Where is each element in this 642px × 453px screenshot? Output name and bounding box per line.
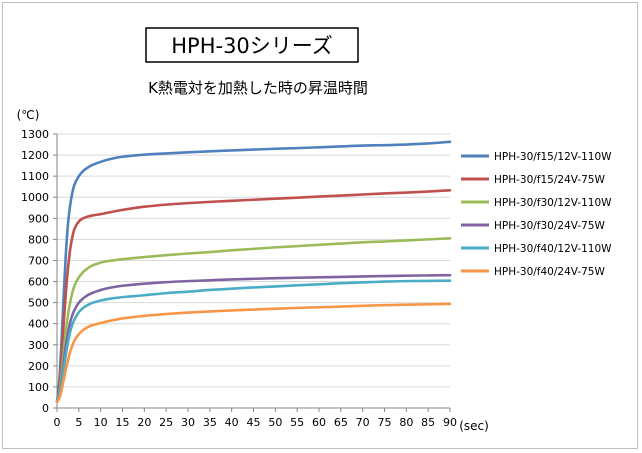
x-tick-label: 85 [421, 416, 435, 429]
chart-subtitle: K熱電対を加熱した時の昇温時間 [148, 79, 368, 97]
x-tick-label: 5 [75, 416, 82, 429]
y-tick-label: 1100 [21, 170, 49, 183]
x-tick-label: 60 [312, 416, 326, 429]
chart-title-box: HPH-30シリーズ [145, 27, 359, 63]
x-tick-label: 50 [268, 416, 282, 429]
y-tick-label: 0 [42, 402, 49, 415]
x-tick-label: 15 [116, 416, 130, 429]
series-line-1 [55, 140, 452, 403]
x-tick-label: 35 [203, 416, 217, 429]
x-tick-label: 10 [94, 416, 108, 429]
legend-label-1: HPH-30/f15/12V-110W [494, 151, 612, 163]
x-tick-label: 70 [356, 416, 370, 429]
x-tick-label: 40 [225, 416, 239, 429]
series-layer [55, 140, 452, 403]
chart-title: HPH-30シリーズ [171, 34, 333, 58]
series-line-4 [55, 273, 452, 403]
legend: HPH-30/f15/12V-110W HPH-30/f15/24V-75W HPH… [461, 151, 612, 278]
axis-layer: 0100200300400500600700800900100011001200… [21, 128, 457, 429]
legend-label-5: HPH-30/f40/12V-110W [494, 243, 612, 255]
x-tick-label: 0 [54, 416, 61, 429]
y-tick-label: 1200 [21, 149, 49, 162]
series-line-5 [55, 279, 452, 403]
x-tick-label: 55 [290, 416, 304, 429]
x-tick-label: 75 [378, 416, 392, 429]
y-tick-label: 100 [28, 381, 49, 394]
y-tick-label: 1300 [21, 128, 49, 141]
legend-label-4: HPH-30/f30/24V-75W [494, 220, 605, 232]
legend-label-3: HPH-30/f30/12V-110W [494, 197, 612, 209]
x-tick-label: 65 [334, 416, 348, 429]
y-tick-label: 1000 [21, 191, 49, 204]
y-axis-unit-label: (℃) [17, 108, 40, 122]
y-tick-label: 300 [28, 339, 49, 352]
x-tick-label: 80 [399, 416, 413, 429]
x-tick-label: 30 [181, 416, 195, 429]
y-tick-label: 800 [28, 233, 49, 246]
x-tick-label: 45 [247, 416, 261, 429]
x-tick-label: 90 [443, 416, 457, 429]
chart-frame [2, 2, 638, 449]
y-tick-label: 200 [28, 360, 49, 373]
grid-layer [57, 133, 450, 388]
y-tick-label: 700 [28, 254, 49, 267]
series-line-3 [55, 237, 452, 403]
y-tick-label: 600 [28, 276, 49, 289]
series-line-6 [55, 302, 452, 403]
y-tick-label: 900 [28, 212, 49, 225]
y-tick-label: 400 [28, 318, 49, 331]
legend-label-6: HPH-30/f40/24V-75W [494, 266, 605, 278]
y-tick-label: 500 [28, 297, 49, 310]
x-axis-unit-label: (sec) [459, 419, 489, 433]
x-tick-label: 20 [137, 416, 151, 429]
x-tick-label: 25 [159, 416, 173, 429]
legend-label-2: HPH-30/f15/24V-75W [494, 174, 605, 186]
series-line-2 [55, 188, 452, 403]
